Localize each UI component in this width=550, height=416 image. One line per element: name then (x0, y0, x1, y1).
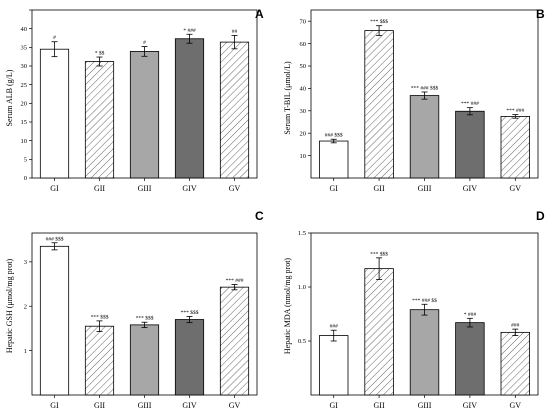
significance-label: *** $$$ (370, 250, 388, 257)
y-tick-label: 30 (300, 108, 307, 115)
x-tick-label: GIV (182, 184, 196, 193)
x-tick-label: GIV (182, 401, 196, 410)
bar-giii (409, 309, 440, 396)
x-tick-label: GIII (138, 184, 152, 193)
significance-label: ### (511, 323, 520, 329)
x-tick-label: GII (374, 401, 385, 410)
significance-label: # (53, 35, 56, 41)
y-tick-label: 0.5 (298, 338, 306, 345)
bar-gv (219, 41, 250, 179)
significance-label: * ### (464, 312, 477, 318)
significance-label: *** ### (226, 278, 244, 284)
y-tick-label: 70 (300, 18, 307, 25)
panel-label-a: A (255, 7, 264, 21)
significance-label: ## (232, 29, 238, 35)
y-tick-label: 10 (300, 153, 307, 160)
significance-label: ### $$$ (46, 235, 64, 242)
x-tick-label: GV (229, 401, 241, 410)
y-tick-label: 35 (21, 45, 28, 52)
significance-label: # (143, 40, 146, 46)
x-tick-label: GIII (138, 401, 152, 410)
panel-a: A Serum ALB (g/L) 0 5 10 15 20 25 30 35 40 # GI * $… (5, 7, 264, 193)
x-tick-label: GI (329, 184, 338, 193)
significance-label: ### $$$ (325, 132, 343, 139)
bar-gi (318, 140, 349, 179)
x-tick-label: GII (374, 184, 385, 193)
significance-label: *** ### $$$ (411, 84, 439, 91)
y-tick-label: 30 (21, 63, 28, 70)
x-tick-label: GIII (418, 184, 432, 193)
bar-giv (174, 319, 205, 396)
bar-gi (39, 48, 70, 179)
ylabel-b: Serum T-BIL (μmol/L) (283, 61, 292, 135)
panel-label-c: C (255, 209, 264, 223)
chart-a: 0 5 10 15 20 25 30 35 40 # GI * $$ GII # GIII * ### GIV #… (21, 9, 258, 193)
y-tick-label: 10 (21, 138, 28, 145)
significance-label: *** ### (506, 108, 524, 114)
ylabel-c: Hepatic GSH (μmol/mg prot) (5, 259, 14, 354)
bar-gii (364, 30, 394, 179)
y-tick-label: 2 (24, 303, 27, 310)
y-tick-label: 20 (300, 130, 307, 137)
significance-label: *** ### $$ (412, 297, 437, 304)
significance-label: * ### (183, 28, 196, 34)
bar-gv (500, 331, 531, 396)
bar-gi (318, 335, 349, 396)
bar-gii (84, 325, 115, 396)
bar-giv (455, 322, 485, 396)
x-tick-label: GV (510, 184, 522, 193)
bar-gii (364, 268, 394, 396)
bar-giv (174, 38, 205, 179)
y-tick-label: 1.5 (298, 230, 306, 237)
significance-label: * $$ (95, 50, 105, 57)
y-tick-label: 1.0 (298, 284, 306, 291)
bar-gv (219, 286, 250, 396)
panel-b: B Serum T-BIL (μmol/L) 10 20 30 40 50 60 70 ###… (283, 7, 545, 193)
significance-label: ### (330, 324, 339, 330)
bar-giii (129, 51, 160, 179)
chart-d: 0.5 1.0 1.5 ### GI *** $$$ GII *** ### $$ GIII * … (298, 230, 539, 410)
y-tick-label: 20 (21, 101, 28, 108)
y-tick-label: 60 (300, 41, 307, 48)
significance-label: *** $$$ (370, 18, 388, 25)
bar-gii (84, 61, 115, 179)
significance-label: *** $$$ (91, 313, 109, 320)
x-tick-label: GV (229, 184, 241, 193)
y-tick-label: 15 (21, 119, 28, 126)
y-tick-label: 3 (24, 259, 27, 266)
x-tick-label: GI (329, 401, 338, 410)
bar-gv (500, 116, 531, 179)
panel-c: C Hepatic GSH (μmol/mg prot) 1 2 3 ### $$$ G… (5, 209, 264, 410)
panel-label-b: B (536, 7, 545, 21)
x-tick-label: GIII (418, 401, 432, 410)
bar-giii (409, 95, 440, 179)
x-tick-label: GII (94, 184, 105, 193)
chart-b: 10 20 30 40 50 60 70 ### $$$ GI *** $$$ GII *** ###… (300, 9, 539, 193)
bar-giv (455, 110, 485, 179)
y-tick-label: 50 (300, 63, 307, 70)
y-tick-label: 1 (24, 348, 27, 355)
significance-label: *** $$$ (136, 315, 154, 322)
bar-giii (129, 324, 160, 396)
x-tick-label: GIV (463, 401, 477, 410)
y-tick-label: 25 (21, 82, 28, 89)
bar-gi (39, 245, 70, 396)
ylabel-d: Hepatic MDA (nmol/mg prot) (283, 258, 292, 355)
panel-label-d: D (536, 209, 545, 223)
significance-label: *** $$$ (181, 309, 199, 316)
panel-d: D Hepatic MDA (nmol/mg prot) 0.5 1.0 1.5 ##… (283, 209, 545, 410)
y-tick-label: 0 (24, 175, 27, 182)
x-tick-label: GII (94, 401, 105, 410)
ylabel-a: Serum ALB (g/L) (5, 69, 14, 126)
y-tick-label: 40 (21, 26, 28, 33)
significance-label: *** ### (461, 101, 479, 107)
chart-c: 1 2 3 ### $$$ GI *** $$$ GII *** $$$ GIII *** $$$… (24, 232, 258, 410)
y-tick-label: 40 (300, 86, 307, 93)
x-tick-label: GI (50, 184, 59, 193)
x-tick-label: GIV (463, 184, 477, 193)
x-tick-label: GI (50, 401, 59, 410)
x-tick-label: GV (510, 401, 522, 410)
y-tick-label: 5 (24, 157, 27, 164)
